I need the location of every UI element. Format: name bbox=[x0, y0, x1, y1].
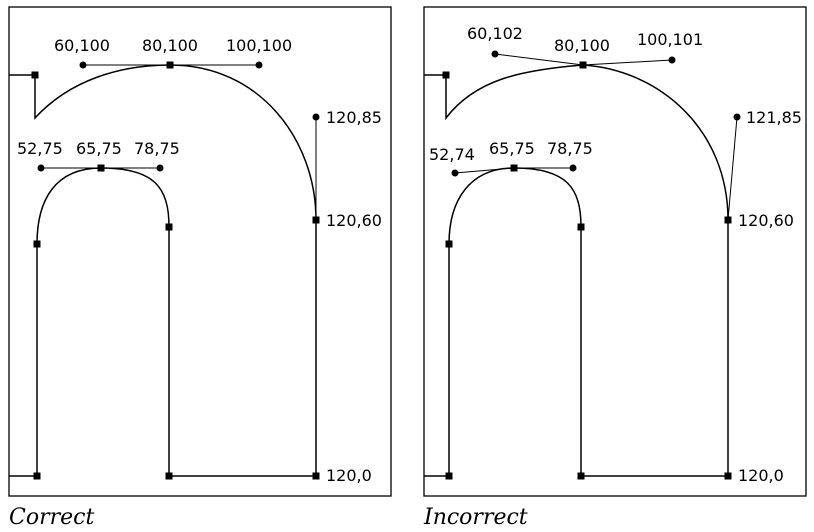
anchor-point bbox=[510, 164, 518, 172]
anchor-point bbox=[33, 472, 41, 480]
panel-frame bbox=[423, 6, 807, 497]
coord-label: 65,75 bbox=[489, 139, 535, 158]
anchor-point bbox=[166, 61, 174, 69]
coord-label: 52,74 bbox=[429, 145, 475, 164]
anchor-point bbox=[577, 223, 585, 231]
coord-label: 121,85 bbox=[746, 108, 802, 127]
handle-point bbox=[37, 164, 45, 172]
coord-label: 120,60 bbox=[738, 211, 794, 230]
handle-point bbox=[451, 169, 459, 177]
coord-label: 78,75 bbox=[134, 139, 180, 158]
coord-label: 120,0 bbox=[738, 466, 784, 485]
coord-label: 100,101 bbox=[637, 30, 703, 49]
anchor-point bbox=[312, 216, 320, 224]
coord-label: 120,0 bbox=[326, 466, 372, 485]
anchor-point bbox=[165, 472, 173, 480]
handle-point bbox=[733, 113, 741, 121]
coord-label: 120,85 bbox=[326, 108, 382, 127]
anchor-point bbox=[165, 223, 173, 231]
anchor-point bbox=[445, 240, 453, 248]
panel-incorrect: 60,102 80,100 100,101 121,85 120,60 120,… bbox=[423, 6, 807, 530]
glyph-outline-path bbox=[9, 64, 317, 477]
panel-frame bbox=[8, 6, 392, 497]
handle-point bbox=[79, 61, 87, 69]
anchor-point bbox=[31, 71, 39, 79]
anchor-point bbox=[33, 240, 41, 248]
coord-label: 52,75 bbox=[17, 139, 63, 158]
handle-point bbox=[668, 56, 676, 64]
coord-label: 60,100 bbox=[54, 36, 110, 55]
coord-label: 65,75 bbox=[76, 139, 122, 158]
coord-label: 80,100 bbox=[142, 36, 198, 55]
anchor-point bbox=[724, 216, 732, 224]
coord-label: 100,100 bbox=[226, 36, 292, 55]
handle-line-top-right bbox=[582, 59, 673, 66]
coord-label: 78,75 bbox=[547, 139, 593, 158]
coord-label: 60,102 bbox=[467, 24, 523, 43]
anchor-point bbox=[97, 164, 105, 172]
coord-label: 80,100 bbox=[554, 36, 610, 55]
anchor-point bbox=[579, 61, 587, 69]
handle-line-top-left bbox=[494, 53, 584, 66]
panel-correct: 60,100 80,100 100,100 120,85 120,60 120,… bbox=[8, 6, 392, 530]
handle-point bbox=[156, 164, 164, 172]
handle-point bbox=[491, 50, 499, 58]
coord-label: 120,60 bbox=[326, 211, 382, 230]
anchor-point bbox=[442, 71, 450, 79]
anchor-point bbox=[724, 472, 732, 480]
handle-line-inner-left bbox=[454, 167, 515, 174]
handle-line-right bbox=[727, 116, 738, 221]
glyph-outline-path bbox=[424, 64, 729, 477]
anchor-point bbox=[445, 472, 453, 480]
anchor-point bbox=[312, 472, 320, 480]
handle-point bbox=[255, 61, 263, 69]
panel-caption: Incorrect bbox=[423, 505, 528, 530]
handle-point bbox=[312, 113, 320, 121]
handle-point bbox=[569, 164, 577, 172]
panel-caption: Correct bbox=[9, 505, 94, 530]
anchor-point bbox=[577, 472, 585, 480]
